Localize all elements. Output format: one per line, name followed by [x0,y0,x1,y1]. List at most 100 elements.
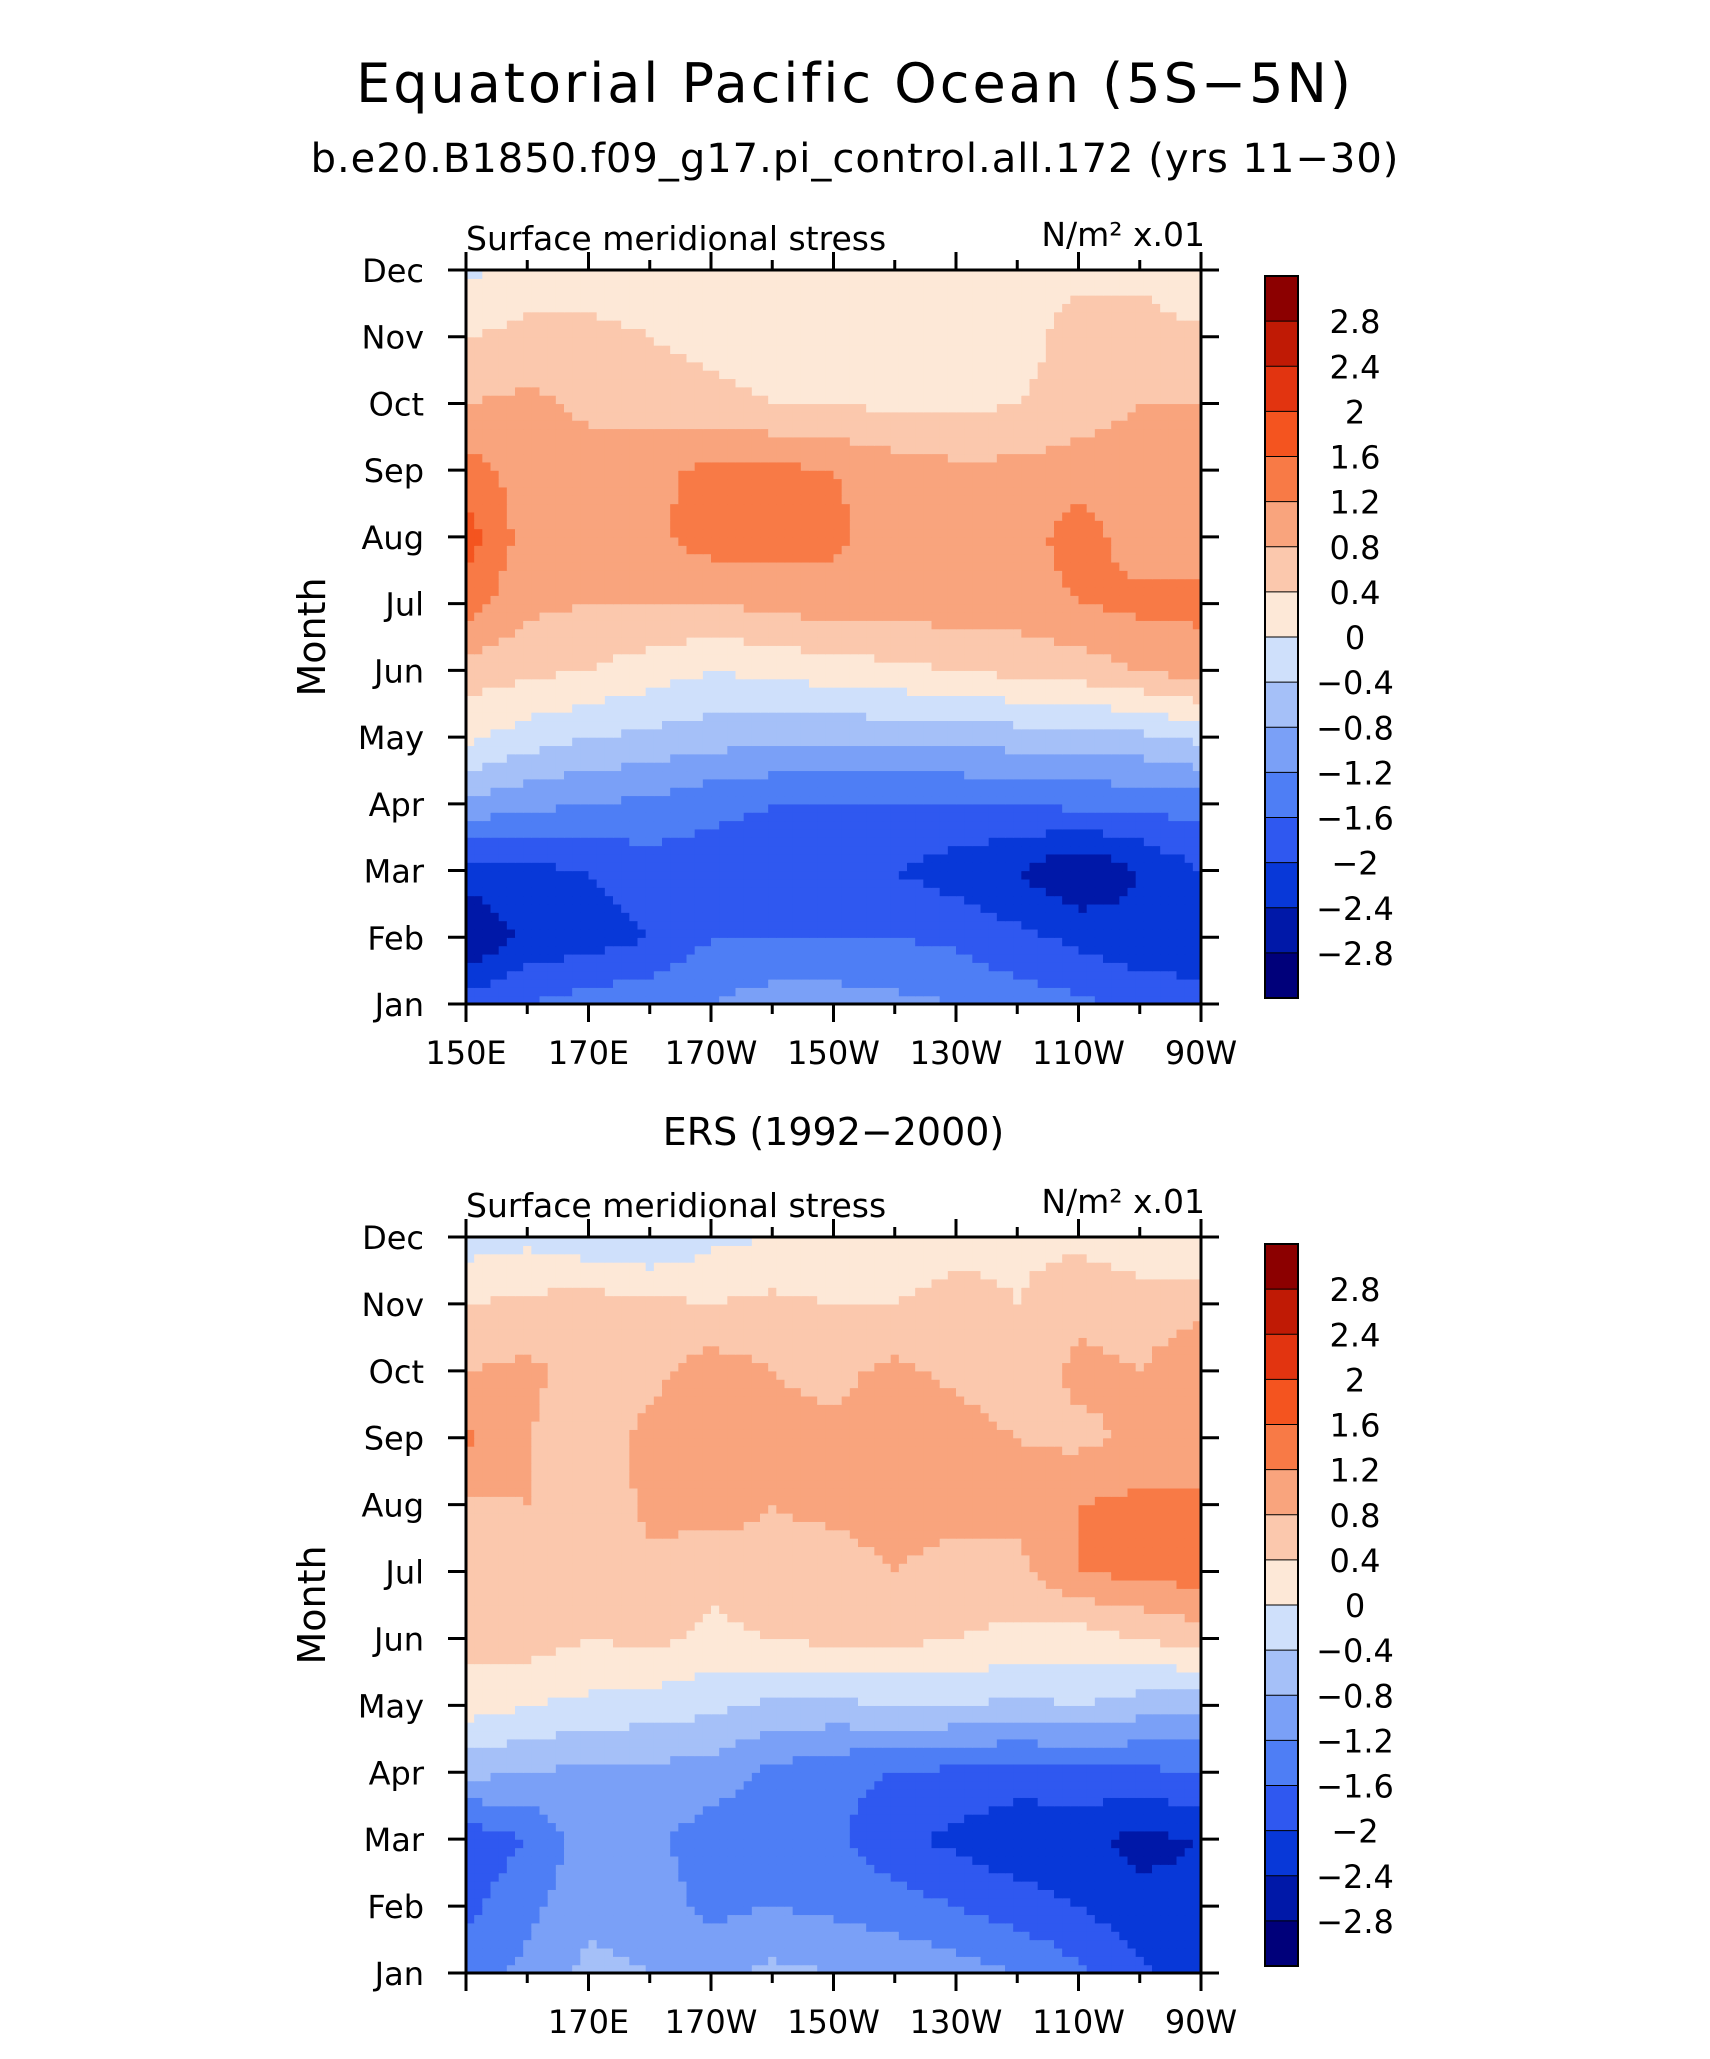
contour-cell [523,586,532,596]
contour-cell [645,753,655,763]
contour-cell [637,670,647,680]
contour-cell [858,903,867,913]
contour-cell [817,703,826,713]
contour-cell [947,637,957,646]
contour-cell [1029,778,1039,788]
contour-cell [531,536,541,546]
contour-cell [523,895,532,905]
contour-cell [694,895,704,905]
contour-cell [482,578,492,588]
contour-cell [792,712,802,722]
contour-cell [588,953,598,963]
contour-cell [939,703,949,713]
contour-cell [939,603,949,613]
contour-cell [523,611,532,621]
contour-cell [555,853,565,863]
contour-cell [858,620,867,630]
contour-cell [662,670,671,680]
contour-cell [1111,920,1120,930]
contour-cell [1062,978,1071,988]
contour-cell [956,545,965,555]
contour-cell [858,645,867,655]
contour-cell [506,611,516,621]
contour-cell [637,703,647,713]
contour-cell [817,586,826,596]
contour-cell [874,978,884,988]
contour-cell [1176,787,1186,797]
contour-cell [1005,595,1014,605]
contour-cell [907,812,916,822]
contour-cell [564,953,573,963]
contour-cell [751,937,761,947]
contour-cell [604,570,614,580]
contour-cell [621,903,630,913]
contour-cell [1062,987,1071,997]
contour-cell [515,803,524,813]
contour-cell [1021,620,1031,630]
contour-cell [866,953,875,963]
contour-cell [580,703,590,713]
contour-cell [817,620,826,630]
contour-cell [1070,787,1080,797]
contour-cell [1160,787,1169,797]
contour-cell [1135,645,1145,655]
contour-cell [702,820,712,830]
contour-cell [972,845,982,855]
contour-cell [1078,553,1088,563]
contour-cell [727,536,737,546]
contour-cell [1119,670,1129,680]
contour-cell [686,720,696,730]
contour-cell [539,603,549,613]
contour-cell [939,812,949,822]
contour-cell [947,862,957,872]
contour-cell [1029,645,1039,655]
contour-cell [1119,603,1129,613]
contour-cell [506,978,516,988]
contour-cell [743,662,753,671]
contour-cell [1119,778,1129,788]
contour-cell [482,553,492,563]
contour-cell [653,953,663,963]
contour-cell [980,970,990,980]
contour-cell [1160,803,1169,813]
contour-cell [768,745,777,755]
contour-cell [588,687,598,696]
contour-cell [670,970,679,980]
contour-cell [629,703,639,713]
contour-cell [915,920,924,930]
contour-cell [653,887,663,897]
contour-cell [1127,712,1137,722]
contour-cell [564,962,573,972]
contour-cell [882,687,892,696]
contour-cell [490,953,500,963]
contour-cell [849,637,859,646]
contour-cell [784,845,794,855]
contour-cell [515,887,524,897]
contour-cell [1111,903,1120,913]
contour-cell [956,970,965,980]
contour-cell [523,912,532,922]
contour-cell [531,595,541,605]
contour-cell [776,620,786,630]
contour-cell [1168,903,1178,913]
contour-cell [939,628,949,638]
contour-cell [719,937,728,947]
contour-cell [743,953,753,963]
contour-cell [866,662,875,671]
contour-cell [1176,712,1186,722]
contour-cell [964,895,973,905]
contour-cell [1168,937,1178,947]
contour-cell [1054,820,1063,830]
contour-cell [768,853,777,863]
contour-cell [882,670,892,680]
contour-cell [833,586,843,596]
contour-cell [784,920,794,930]
contour-cell [1078,945,1088,955]
contour-cell [882,553,892,563]
contour-cell [1094,645,1104,655]
contour-cell [890,662,900,671]
contour-cell [523,878,532,888]
contour-cell [898,645,908,655]
contour-cell [1111,945,1120,955]
contour-cell [751,670,761,680]
